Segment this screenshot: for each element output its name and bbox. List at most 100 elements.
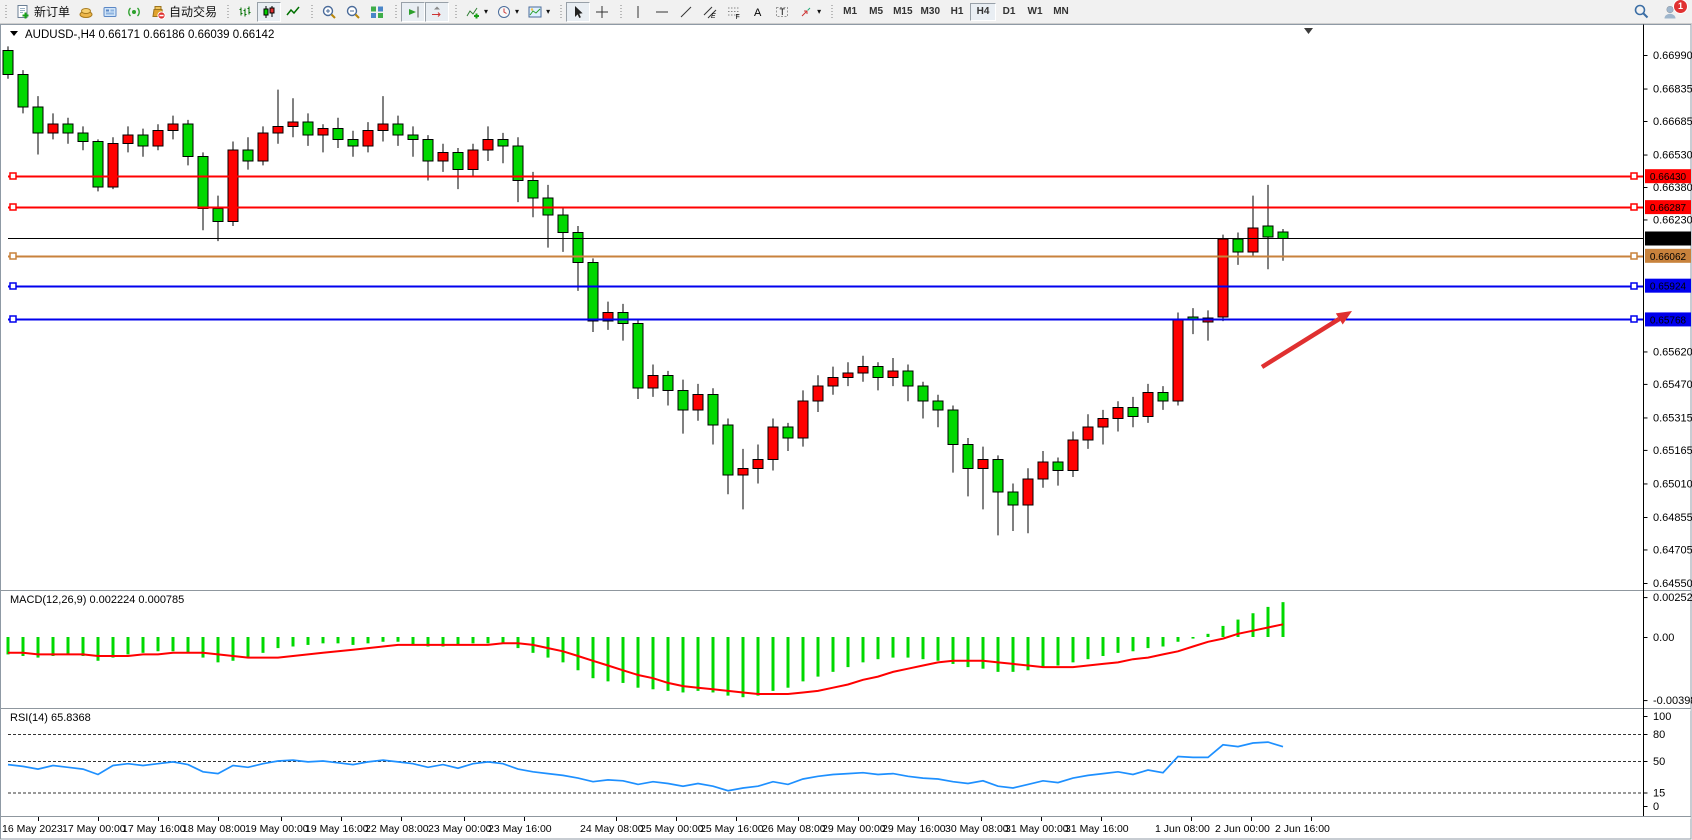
vertical-line-button[interactable]	[626, 2, 650, 22]
cursor-button[interactable]	[566, 1, 591, 22]
price-tick: 0.64705	[1653, 544, 1692, 556]
arrows-dropdown-caret[interactable]: ▾	[817, 6, 822, 16]
candle	[737, 467, 749, 476]
autotrade-button[interactable]: 自动交易	[146, 2, 221, 22]
trendline-button[interactable]	[674, 2, 698, 22]
line-chart-button[interactable]	[281, 2, 305, 22]
candle	[257, 132, 269, 162]
toolbar-group-scroll	[390, 0, 450, 23]
candle	[767, 426, 779, 461]
signal-icon	[128, 7, 140, 16]
timeframe-m5[interactable]: M5	[869, 6, 884, 17]
text-icon: A	[754, 7, 762, 19]
time-label: 1 Jun 08:00	[1155, 823, 1210, 835]
timeframe-m15[interactable]: M15	[893, 6, 913, 17]
level-handle	[9, 203, 17, 211]
time-label: 23 May 00:00	[428, 823, 492, 835]
macd-panel: MACD(12,26,9) 0.002224 0.000785	[6, 594, 1285, 698]
candlestick-chart-button[interactable]	[257, 1, 282, 22]
arrows-button[interactable]: ▾	[794, 2, 825, 22]
periods-dropdown-caret[interactable]: ▾	[515, 6, 520, 16]
candles	[2, 46, 1289, 536]
toolbar-group-zoom	[306, 0, 390, 23]
candle	[797, 400, 809, 439]
timeframe-mn[interactable]: MN	[1053, 6, 1069, 17]
level-handle	[1630, 282, 1638, 290]
candle	[407, 134, 419, 140]
zoom-out-button[interactable]	[341, 2, 365, 22]
price-badge-value: 0.66430	[1650, 172, 1687, 183]
line-chart-icon	[286, 6, 300, 15]
timeframe-h4[interactable]: H4	[970, 2, 996, 21]
horizontal-line-icon	[656, 11, 669, 12]
text-label-button[interactable]: T	[770, 2, 794, 22]
toolbar-group-chart-type	[222, 0, 306, 23]
price-chart[interactable]: MACD(12,26,9) 0.002224 0.000785 RSI(14) 6…	[0, 24, 1692, 840]
price-tick: 0.64550	[1653, 578, 1692, 590]
chart-shift-marker[interactable]	[1304, 28, 1313, 34]
candle	[647, 374, 659, 389]
chart-shift-button[interactable]	[425, 1, 450, 22]
candle	[1277, 231, 1289, 239]
auto-scroll-button[interactable]	[401, 1, 426, 22]
zoom-in-button[interactable]	[317, 2, 341, 22]
time-label: 16 May 2023	[2, 823, 63, 835]
candle	[677, 389, 689, 411]
cursor-arrow-icon	[575, 5, 583, 18]
new-order-button[interactable]: 新订单	[11, 2, 74, 22]
candle	[17, 73, 29, 108]
level-handle	[9, 172, 17, 180]
horizontal-line-button[interactable]	[650, 2, 674, 22]
bar-chart-button[interactable]	[233, 2, 257, 22]
candle	[497, 138, 509, 147]
templates-dropdown-caret[interactable]: ▾	[546, 6, 551, 16]
zoom-in-icon	[322, 5, 336, 19]
candle	[707, 394, 719, 426]
templates-button[interactable]: ▾	[523, 2, 554, 22]
gold-button[interactable]	[74, 2, 98, 22]
notification-badge[interactable]: 1	[1673, 0, 1688, 14]
price-tick: 0.64855	[1653, 512, 1692, 524]
candle	[917, 385, 929, 402]
price-badge-value: 0.65768	[1650, 315, 1687, 326]
symbol-dropdown-icon[interactable]	[10, 31, 18, 36]
candle	[1022, 478, 1034, 506]
candle	[92, 141, 104, 188]
annotation-arrow[interactable]	[1260, 311, 1352, 369]
templates-icon	[528, 6, 542, 17]
search-button[interactable]	[1633, 3, 1650, 20]
tile-windows-button[interactable]	[365, 2, 389, 22]
level-lines[interactable]	[8, 172, 1644, 323]
candle	[752, 459, 764, 469]
price-tick: 0.66530	[1653, 150, 1692, 162]
rsi-tick: 100	[1653, 711, 1671, 723]
timeframe-d1[interactable]: D1	[1002, 6, 1016, 17]
equidistant-channel-button[interactable]: E	[698, 2, 722, 22]
community-button[interactable]: 1	[1662, 0, 1688, 20]
time-label: 17 May 16:00	[122, 823, 186, 835]
candle	[1142, 392, 1154, 417]
periods-button[interactable]: ▾	[492, 2, 523, 22]
fibonacci-icon: F	[728, 7, 741, 20]
timeframe-w1[interactable]: W1	[1027, 6, 1043, 17]
indicators-dropdown-caret[interactable]: ▾	[484, 6, 489, 16]
time-label: 19 May 16:00	[305, 823, 369, 835]
candle	[77, 132, 89, 143]
timeframe-m30[interactable]: M30	[920, 6, 940, 17]
candle	[107, 143, 119, 188]
market-window-button[interactable]	[98, 2, 122, 22]
svg-text:A: A	[754, 7, 762, 19]
text-button[interactable]: A	[746, 2, 770, 22]
timeframe-m1[interactable]: M1	[843, 6, 858, 17]
chart-shift-icon	[432, 6, 441, 17]
toolbar-group-objects: ▾ ▾ ▾	[450, 0, 555, 23]
indicators-button[interactable]: ▾	[461, 2, 492, 22]
timeframe-h1[interactable]: H1	[950, 6, 964, 17]
candle	[467, 149, 479, 171]
price-badge	[1645, 231, 1691, 246]
fibonacci-button[interactable]: F	[722, 2, 746, 22]
crosshair-button[interactable]	[590, 2, 614, 22]
signal-button[interactable]	[122, 2, 146, 22]
candle	[227, 149, 239, 223]
